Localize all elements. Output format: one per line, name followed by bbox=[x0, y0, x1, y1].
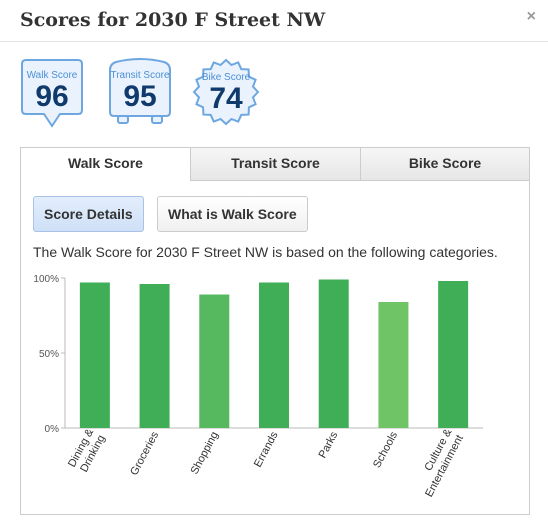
dialog-title: Scores for 2030 F Street NW bbox=[20, 9, 326, 31]
transit-badge-icon: Transit Score 95 bbox=[109, 58, 171, 124]
bar-errands bbox=[259, 282, 289, 428]
bar-schools bbox=[378, 302, 409, 428]
tab-transit-score[interactable]: Transit Score bbox=[190, 148, 360, 181]
transit-badge-value: 95 bbox=[123, 80, 156, 113]
score-tabs: Walk Score Transit Score Bike Score bbox=[21, 148, 529, 181]
bar-culture-entertainment bbox=[438, 281, 469, 428]
x-tick-label: Schools bbox=[371, 429, 400, 470]
score-panel: Walk Score Transit Score Bike Score Scor… bbox=[20, 147, 530, 515]
bike-badge-label: Bike Score bbox=[202, 72, 251, 83]
y-tick-label: 0% bbox=[45, 424, 60, 435]
bike-score-badge: Bike Score 74 bbox=[192, 58, 260, 126]
x-tick-label: Groceries bbox=[128, 429, 161, 477]
x-tick-label: Errands bbox=[252, 429, 281, 469]
y-tick-label: 50% bbox=[39, 349, 59, 360]
y-tick-label: 100% bbox=[33, 274, 59, 285]
walk-badge-label: Walk Score bbox=[27, 70, 78, 81]
what-is-walk-score-button[interactable]: What is Walk Score bbox=[157, 196, 308, 232]
bike-gear-icon: Bike Score 74 bbox=[192, 58, 260, 126]
transit-score-badge: Transit Score 95 bbox=[108, 58, 172, 130]
x-tick-label: Parks bbox=[317, 429, 341, 460]
score-details-button[interactable]: Score Details bbox=[33, 196, 144, 232]
close-icon[interactable]: × bbox=[526, 8, 536, 25]
transit-badge-label: Transit Score bbox=[110, 70, 170, 81]
bar-parks bbox=[318, 279, 349, 428]
score-description: The Walk Score for 2030 F Street NW is b… bbox=[33, 244, 498, 260]
dialog-header: Scores for 2030 F Street NW × bbox=[0, 0, 548, 42]
x-tick-label: Culture &Entertainment bbox=[412, 426, 467, 499]
walk-badge-icon: Walk Score 96 bbox=[21, 59, 83, 128]
category-bar-chart: 100% 50% 0% Dining &Drinking Groceries Shoppi… bbox=[33, 274, 483, 499]
x-tick-label: Dining &Drinking bbox=[66, 426, 108, 475]
bar-shopping bbox=[199, 294, 230, 428]
tab-bike-score[interactable]: Bike Score bbox=[360, 148, 529, 181]
walk-score-badge: Walk Score 96 bbox=[20, 58, 84, 130]
tab-walk-score[interactable]: Walk Score bbox=[21, 148, 190, 181]
bar-dining-drinking bbox=[79, 282, 110, 428]
x-tick-label: Shopping bbox=[189, 430, 221, 477]
bike-badge-value: 74 bbox=[209, 82, 243, 115]
bar-groceries bbox=[139, 284, 170, 428]
walk-badge-value: 96 bbox=[35, 80, 68, 113]
